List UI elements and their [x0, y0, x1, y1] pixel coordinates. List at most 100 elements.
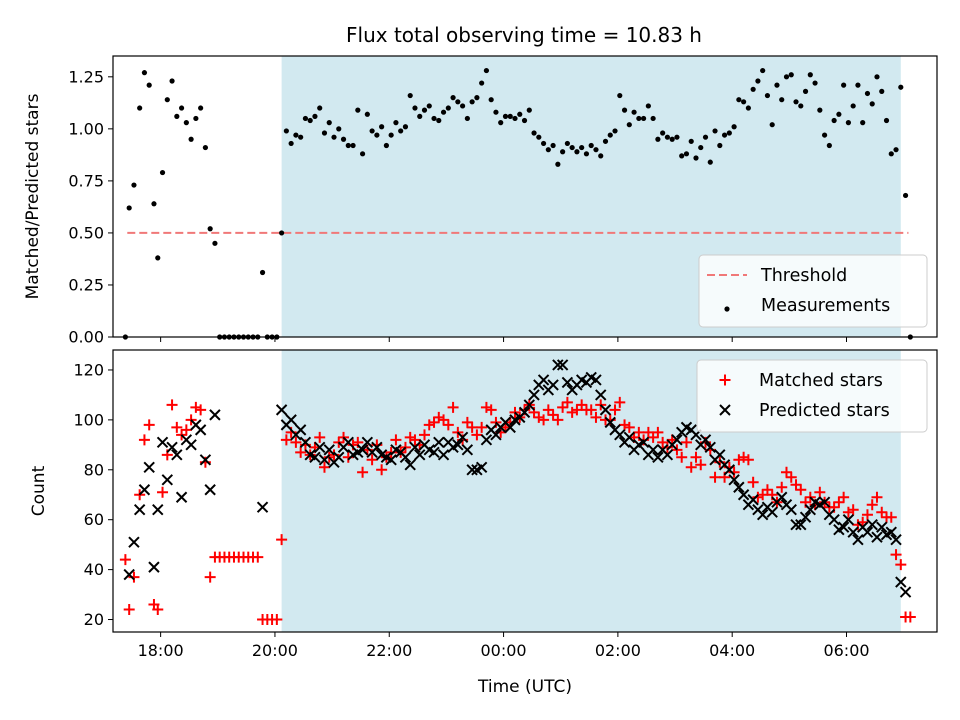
data-point	[437, 449, 450, 461]
data-point	[890, 533, 902, 546]
data-point	[690, 451, 702, 463]
data-point	[831, 117, 837, 124]
top-axes-frame	[112, 55, 938, 338]
data-point	[371, 441, 383, 454]
data-point	[152, 604, 164, 616]
data-point	[556, 359, 569, 371]
data-point	[890, 549, 902, 561]
data-point	[693, 155, 699, 161]
data-point	[785, 504, 797, 516]
data-point	[428, 446, 440, 459]
data-point	[893, 147, 899, 153]
data-point	[480, 401, 492, 413]
data-point	[707, 159, 713, 165]
data-point	[433, 411, 445, 423]
data-point	[747, 476, 759, 488]
data-point	[159, 169, 166, 176]
data-point	[756, 509, 769, 521]
data-point	[904, 611, 916, 623]
data-point	[493, 109, 499, 115]
data-point	[845, 120, 852, 126]
data-point	[357, 466, 369, 478]
data-point	[717, 142, 723, 149]
data-point	[276, 534, 288, 546]
data-point	[440, 109, 447, 115]
data-point	[721, 132, 728, 138]
data-point	[190, 401, 202, 413]
data-point	[883, 117, 890, 124]
data-point	[374, 132, 380, 138]
data-point	[761, 484, 773, 496]
data-point	[683, 151, 690, 157]
data-point	[709, 471, 721, 483]
data-point	[860, 120, 866, 126]
data-point	[750, 86, 756, 92]
x-tick-label: 20:00	[252, 641, 298, 660]
data-point	[252, 551, 264, 563]
data-point	[318, 461, 330, 473]
data-point	[180, 424, 192, 436]
bottom-legend: Matched stars Predicted stars	[696, 359, 928, 433]
bottom-plot-marks	[119, 359, 916, 626]
data-point	[660, 130, 666, 136]
data-point	[688, 138, 694, 144]
data-point	[598, 153, 604, 159]
data-point	[776, 491, 788, 503]
data-point	[799, 511, 812, 523]
data-point	[421, 107, 428, 113]
data-point	[661, 449, 674, 461]
data-point	[712, 128, 718, 134]
data-point	[814, 486, 826, 498]
data-point	[738, 451, 750, 463]
data-point	[185, 439, 197, 451]
data-point	[757, 489, 769, 501]
data-point	[131, 182, 137, 188]
data-point	[876, 506, 888, 518]
data-point	[714, 449, 726, 461]
legend-label: Threshold	[760, 266, 847, 286]
data-point	[476, 421, 488, 433]
legend-box	[696, 359, 928, 433]
data-point	[533, 411, 545, 423]
data-point	[412, 105, 418, 111]
data-point	[842, 513, 855, 526]
data-point	[557, 401, 569, 413]
top-plot-marks	[122, 67, 913, 340]
data-point	[366, 454, 378, 466]
data-point	[350, 142, 356, 149]
data-point	[657, 436, 669, 448]
data-point	[293, 132, 299, 138]
data-point	[399, 451, 412, 464]
data-point	[164, 97, 170, 103]
data-point	[821, 132, 828, 138]
data-point	[126, 205, 132, 211]
data-point	[271, 614, 283, 626]
data-point	[485, 404, 497, 416]
y-tick-label: 120	[73, 360, 104, 379]
data-point	[148, 561, 160, 573]
data-point	[455, 99, 461, 105]
legend-plus-swatch	[719, 374, 731, 386]
data-point	[804, 504, 817, 516]
data-point	[536, 134, 542, 140]
data-point	[123, 604, 135, 616]
data-point	[298, 134, 304, 140]
data-point	[798, 103, 804, 109]
data-point	[526, 107, 532, 113]
data-point	[433, 436, 445, 449]
data-point	[528, 389, 540, 401]
data-point	[674, 134, 680, 140]
data-point	[833, 496, 845, 508]
data-point	[614, 396, 626, 408]
data-point	[275, 404, 288, 416]
data-point	[664, 134, 671, 140]
data-point	[193, 115, 199, 122]
data-point	[785, 471, 797, 483]
data-point	[146, 82, 152, 88]
data-point	[847, 504, 859, 516]
data-point	[345, 142, 351, 149]
data-point	[409, 441, 421, 454]
data-point	[874, 74, 880, 80]
data-point	[604, 416, 616, 429]
data-point	[302, 115, 309, 122]
